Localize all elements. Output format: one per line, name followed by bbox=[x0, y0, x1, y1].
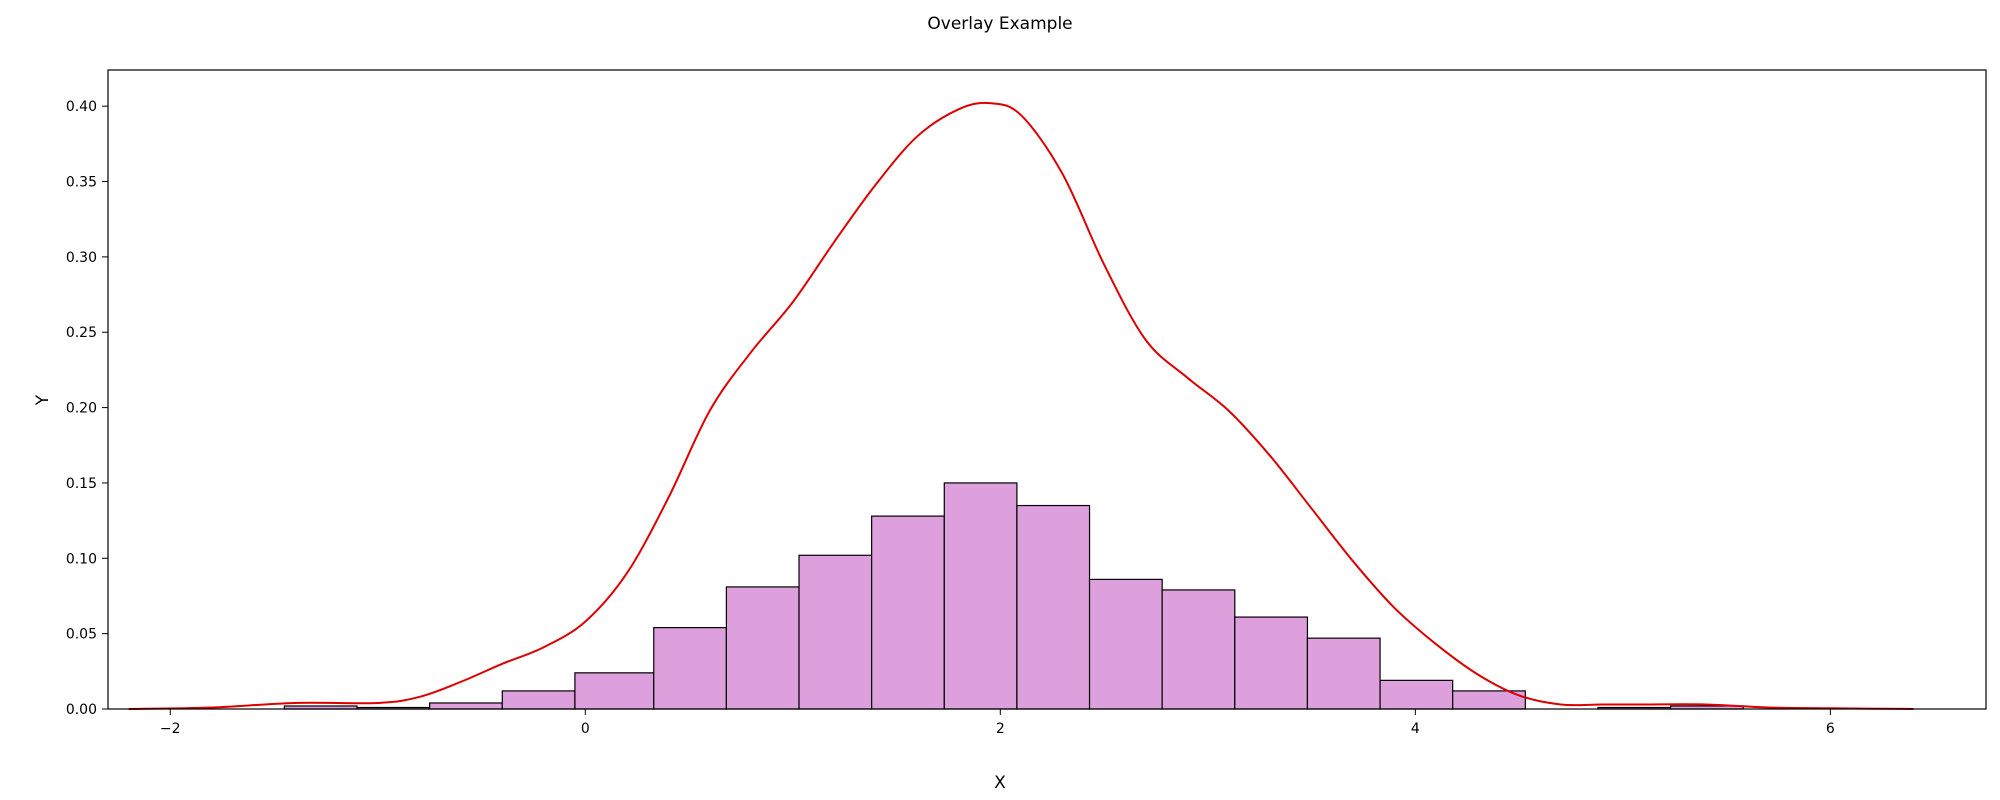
histogram-bar bbox=[1379, 679, 1454, 710]
y-tick-label: 0.00 bbox=[66, 702, 97, 718]
histogram-bar bbox=[429, 702, 503, 710]
x-tick-label: 0 bbox=[581, 721, 590, 737]
x-tick-label: −2 bbox=[160, 721, 181, 737]
histogram-bar bbox=[871, 515, 945, 710]
histogram-bar bbox=[798, 554, 873, 710]
histogram-bar bbox=[501, 690, 576, 710]
x-axis-label: X bbox=[994, 773, 1006, 793]
histogram-bar bbox=[1234, 616, 1309, 710]
histogram-bar bbox=[1306, 637, 1381, 710]
x-tick-label: 2 bbox=[996, 721, 1005, 737]
y-axis-label: Y bbox=[33, 394, 53, 406]
histogram-bar bbox=[1161, 589, 1236, 710]
histogram-bars bbox=[283, 482, 1744, 710]
histogram-bar bbox=[725, 586, 800, 710]
histogram-bar bbox=[653, 627, 727, 710]
x-tick-label: 6 bbox=[1826, 721, 1835, 737]
plot-frame bbox=[107, 69, 1987, 710]
kde-curve bbox=[128, 101, 1914, 710]
y-tick-label: 0.05 bbox=[66, 627, 97, 643]
y-axis-ticks: 0.00 0.05 0.10 0.15 0.20 0.25 0.30 0.35 0.40 bbox=[66, 99, 108, 718]
y-tick-label: 0.10 bbox=[66, 551, 97, 567]
histogram-bar bbox=[1088, 578, 1163, 710]
x-tick-label: 4 bbox=[1411, 721, 1420, 737]
y-tick-label: 0.40 bbox=[66, 99, 97, 115]
histogram-bar bbox=[574, 672, 655, 710]
y-tick-label: 0.15 bbox=[66, 476, 97, 492]
chart-title: Overlay Example bbox=[927, 14, 1072, 34]
y-tick-label: 0.25 bbox=[66, 325, 97, 341]
y-tick-label: 0.30 bbox=[66, 250, 97, 266]
x-axis-ticks: −2 0 2 4 6 bbox=[160, 709, 1835, 737]
y-tick-label: 0.20 bbox=[66, 401, 97, 417]
histogram-bar bbox=[943, 482, 1018, 710]
y-tick-label: 0.35 bbox=[66, 175, 97, 191]
histogram-bar bbox=[1016, 504, 1091, 710]
